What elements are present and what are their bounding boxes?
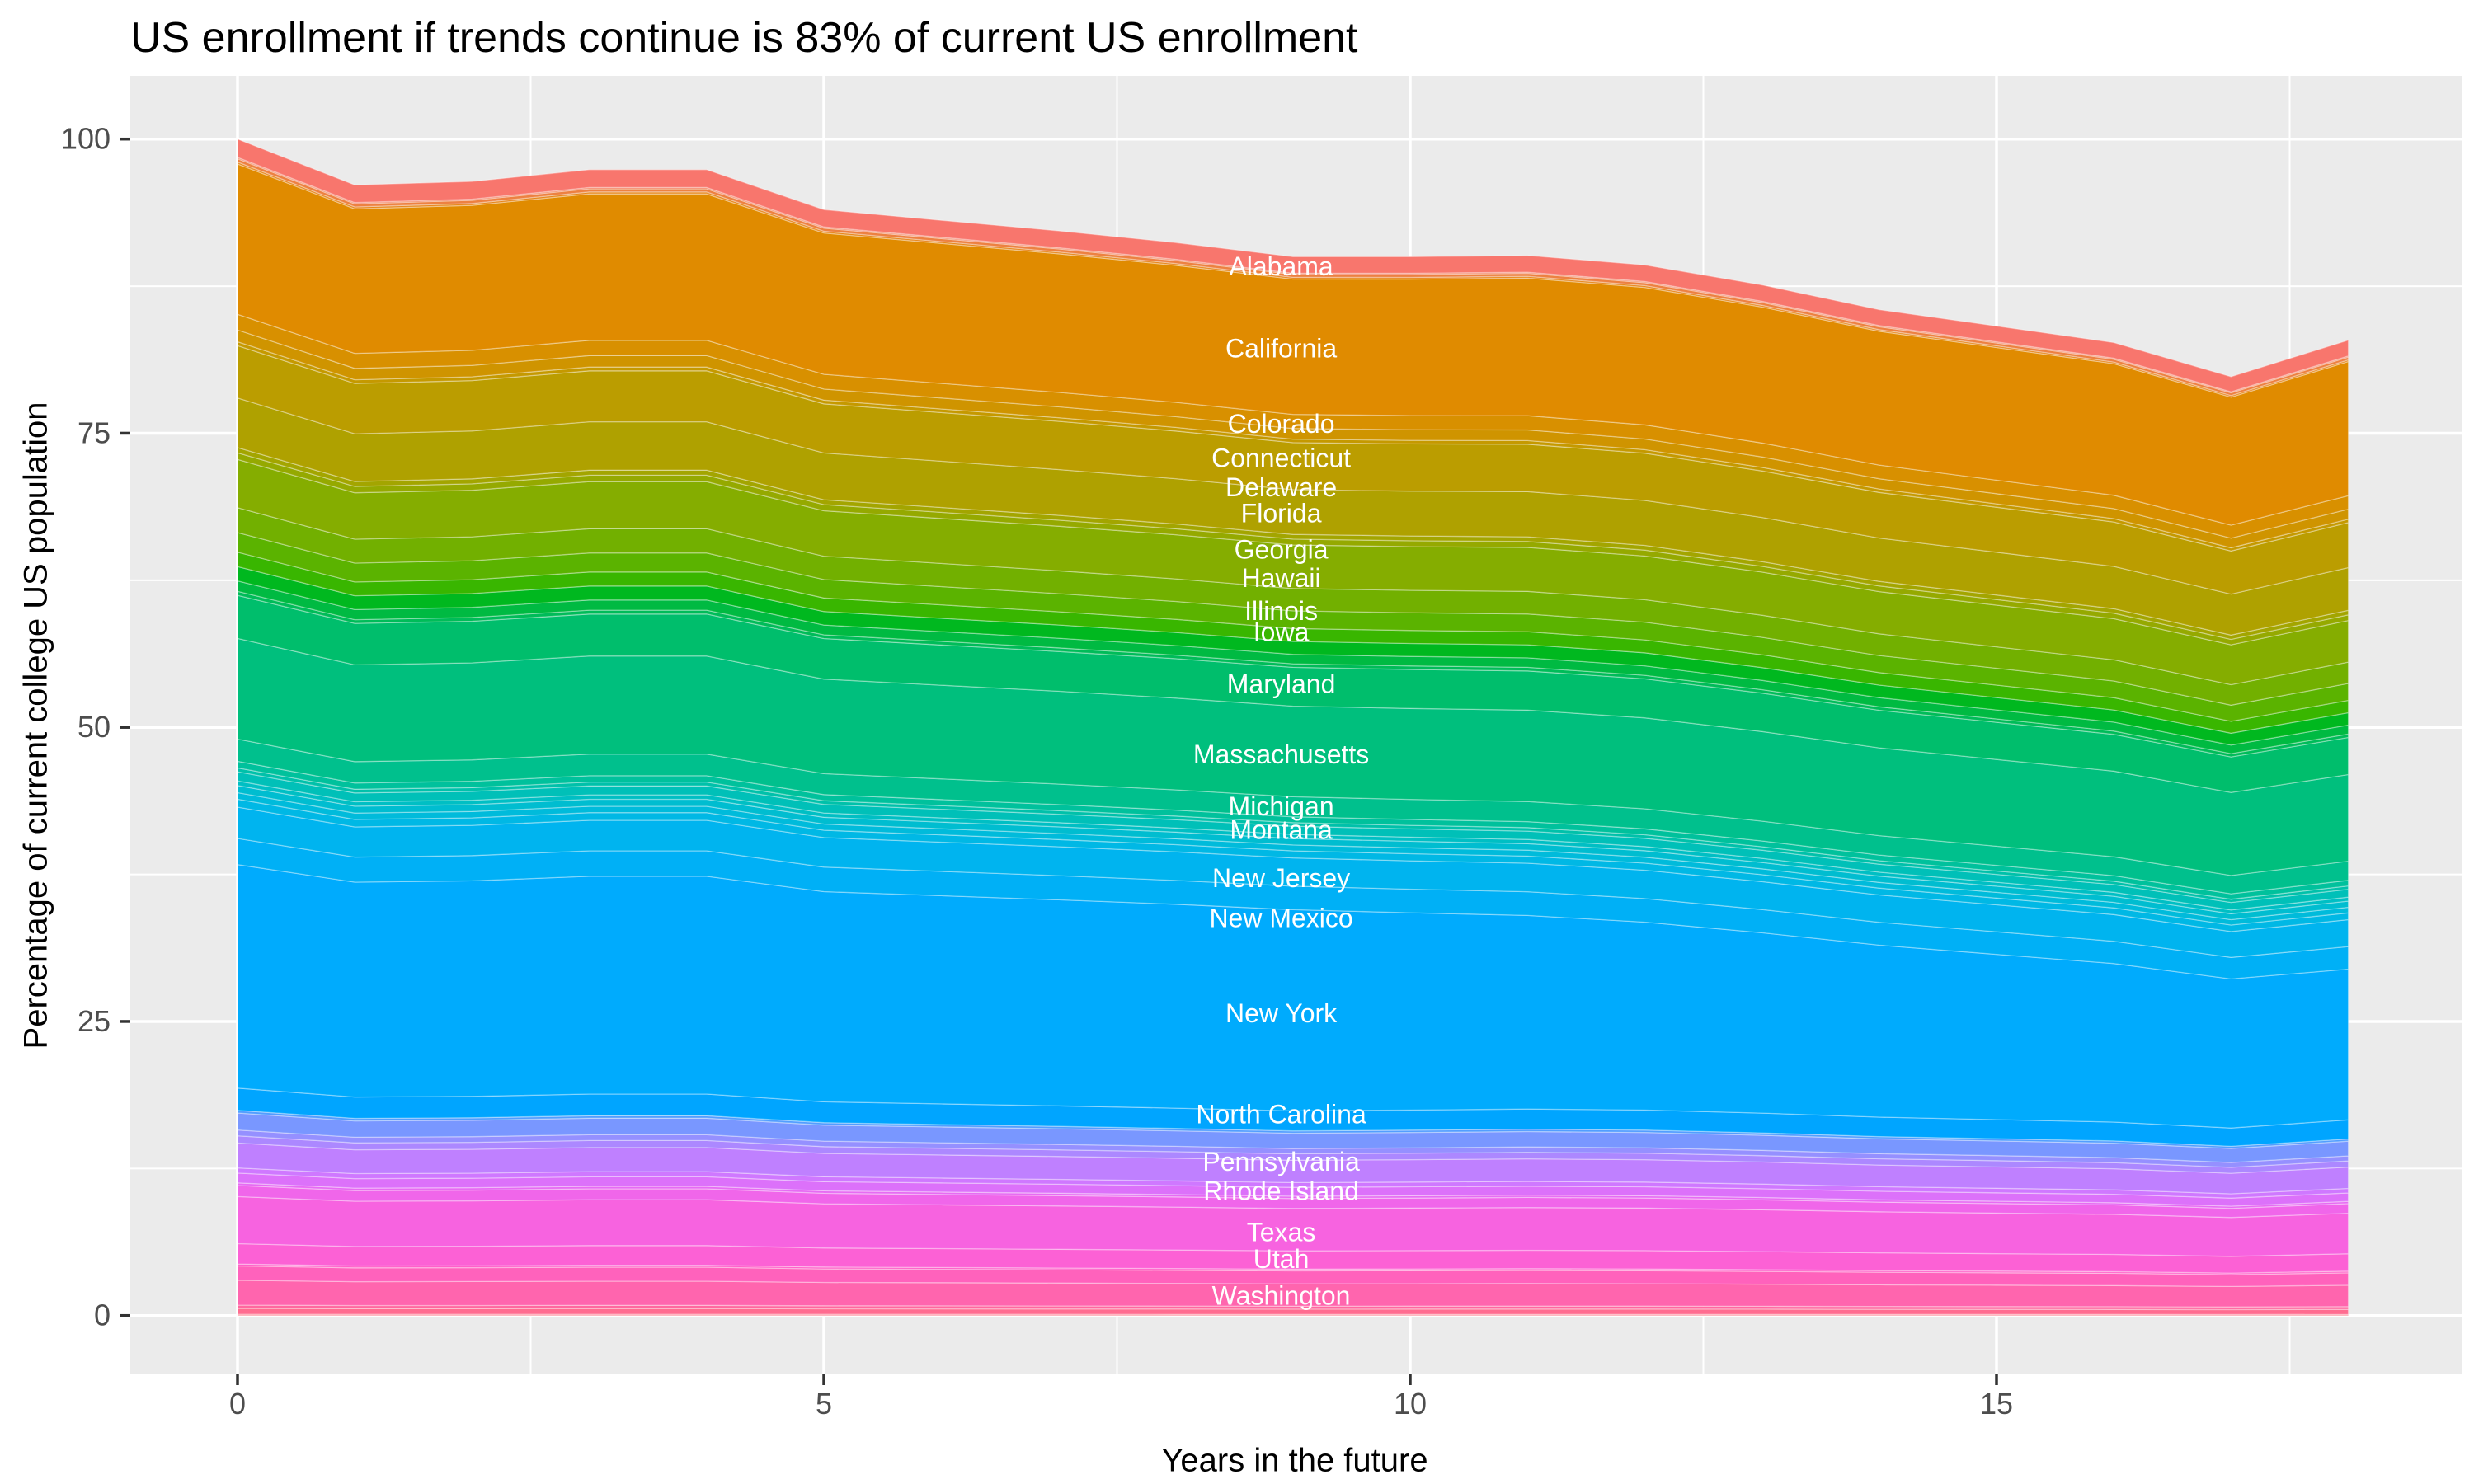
state-label-georgia: Georgia bbox=[1235, 535, 1329, 565]
state-label-connecticut: Connecticut bbox=[1211, 443, 1351, 472]
state-label-montana: Montana bbox=[1230, 815, 1333, 844]
state-label-california: California bbox=[1225, 334, 1337, 364]
x-tick-label-0: 0 bbox=[229, 1387, 246, 1421]
state-label-florida: Florida bbox=[1241, 498, 1322, 528]
state-label-colorado: Colorado bbox=[1228, 409, 1335, 439]
area-band-maryland bbox=[237, 594, 2349, 793]
area-band-tennessee bbox=[237, 1185, 2349, 1219]
state-label-delaware: Delaware bbox=[1225, 472, 1337, 502]
y-tick-label-75: 75 bbox=[78, 416, 111, 449]
area-band-illinois bbox=[237, 458, 2349, 686]
area-band-alabama bbox=[237, 138, 2349, 392]
area-band-kansas bbox=[237, 551, 2349, 734]
area-bands bbox=[237, 138, 2349, 1317]
axis-ticks bbox=[120, 137, 1998, 1385]
state-label-new-mexico: New Mexico bbox=[1209, 903, 1352, 932]
x-tick-label-10: 10 bbox=[1394, 1387, 1427, 1421]
state-label-pennsylvania: Pennsylvania bbox=[1202, 1147, 1360, 1176]
x-tick-label-15: 15 bbox=[1980, 1387, 2013, 1421]
area-band-new-hampshire bbox=[237, 798, 2349, 932]
area-band-arkansas bbox=[237, 161, 2349, 398]
state-label-texas: Texas bbox=[1247, 1217, 1316, 1247]
tick-labels: 0 25 50 75 100 0 5 10 15 bbox=[61, 122, 2013, 1421]
state-label-michigan: Michigan bbox=[1229, 791, 1334, 821]
state-label-new-jersey: New Jersey bbox=[1212, 863, 1350, 893]
y-axis-title: Percentage of current college US populat… bbox=[17, 402, 54, 1050]
state-label-new-york: New York bbox=[1225, 998, 1338, 1028]
state-label-alabama: Alabama bbox=[1229, 251, 1333, 281]
area-band-virginia bbox=[237, 1265, 2349, 1288]
y-tick-label-0: 0 bbox=[94, 1298, 111, 1332]
state-label-maryland: Maryland bbox=[1227, 669, 1336, 698]
state-label-north-carolina: North Carolina bbox=[1196, 1100, 1366, 1129]
state-labels: Alabama California Colorado ConnecticutDela… bbox=[1193, 251, 1369, 1311]
area-band-louisiana bbox=[237, 580, 2349, 754]
state-label-utah: Utah bbox=[1253, 1244, 1310, 1274]
area-band-montana bbox=[237, 780, 2349, 914]
y-tick-label-100: 100 bbox=[61, 122, 111, 156]
state-label-iowa: Iowa bbox=[1253, 618, 1310, 647]
state-label-illinois: Illinois bbox=[1244, 596, 1318, 626]
area-band-utah bbox=[237, 1242, 2349, 1274]
y-tick-label-25: 25 bbox=[78, 1004, 111, 1038]
x-tick-label-5: 5 bbox=[816, 1387, 832, 1421]
area-band-arizona bbox=[237, 157, 2349, 397]
state-label-massachusetts: Massachusetts bbox=[1193, 740, 1369, 769]
state-label-washington: Washington bbox=[1212, 1280, 1351, 1310]
y-tick-label-50: 50 bbox=[78, 710, 111, 744]
area-band-hawaii bbox=[237, 447, 2349, 641]
state-label-rhode-island: Rhode Island bbox=[1203, 1176, 1359, 1205]
area-band-oklahoma bbox=[237, 1129, 2349, 1168]
area-band-texas bbox=[237, 1195, 2349, 1257]
x-axis-title: Years in the future bbox=[1161, 1442, 1428, 1479]
area-band-oregon bbox=[237, 1135, 2349, 1174]
state-label-hawaii: Hawaii bbox=[1242, 563, 1321, 593]
area-band-nevada bbox=[237, 791, 2349, 926]
plot-title: US enrollment if trends continue is 83% … bbox=[130, 14, 1358, 62]
